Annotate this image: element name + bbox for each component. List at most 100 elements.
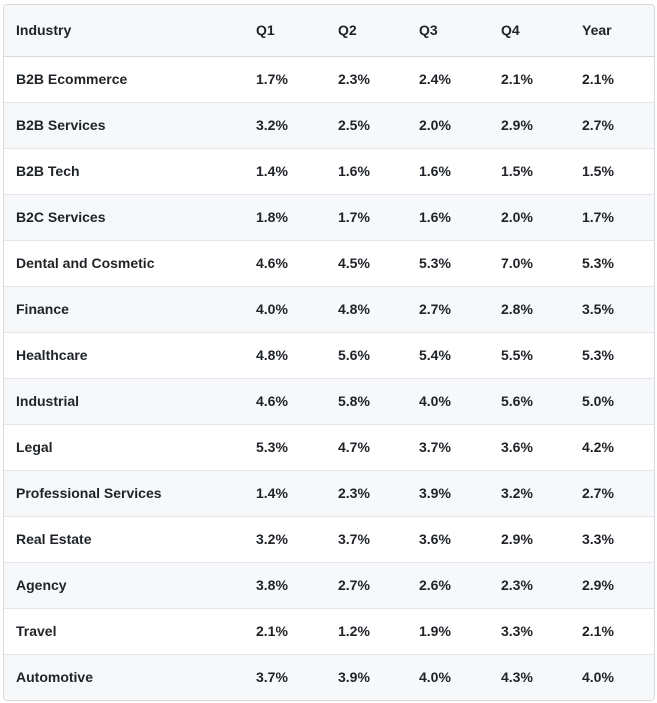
q2-cell: 4.5% (326, 239, 407, 286)
q3-cell: 2.4% (419, 71, 451, 87)
q4-cell: 1.5% (489, 147, 570, 194)
column-header-q4: Q4 (489, 5, 570, 57)
q3-cell: 2.7% (407, 285, 489, 332)
table-row: B2C Services 1.8% 1.7% 1.6% 2.0% 1.7% (4, 193, 654, 240)
table-row: B2B Services 3.2% 2.5% 2.0% 2.9% 2.7% (4, 101, 654, 148)
q2-cell: 4.8% (326, 285, 407, 332)
q3-cell: 3.9% (407, 469, 489, 516)
year-cell: 2.9% (570, 561, 654, 608)
table-row: Travel 2.1% 1.2% 1.9% 3.3% 2.1% (4, 607, 654, 654)
year-cell: 2.7% (570, 101, 654, 148)
year-cell: 2.1% (570, 607, 654, 654)
industry-rates-table-container: Industry Q1 Q2 Q3 Q4 Year B2B Ecommerce … (3, 4, 655, 701)
q4-cell: 3.3% (489, 607, 570, 654)
industry-cell: Finance (4, 285, 244, 332)
column-header-q1: Q1 (244, 5, 326, 57)
q1-cell: 1.4% (244, 147, 326, 194)
q4-cell: 2.9% (489, 101, 570, 148)
industry-cell: Dental and Cosmetic (4, 239, 244, 286)
industry-cell: B2B Services (4, 101, 244, 148)
table-row: Finance 4.0% 4.8% 2.7% 2.8% 3.5% (4, 285, 654, 332)
q1-cell: 3.2% (244, 101, 326, 148)
table-row: Healthcare 4.8% 5.6% 5.4% 5.5% 5.3% (4, 331, 654, 378)
year-cell: 2.1% (582, 71, 614, 87)
q2-cell: 2.3% (338, 71, 370, 87)
column-header-q2: Q2 (326, 5, 407, 57)
table-row: Automotive 3.7% 3.9% 4.0% 4.3% 4.0% (4, 653, 654, 700)
q3-cell: 2.0% (407, 101, 489, 148)
industry-cell: Agency (4, 561, 244, 608)
q1-cell: 3.7% (244, 653, 326, 700)
q3-cell: 3.7% (407, 423, 489, 470)
year-cell: 1.5% (570, 147, 654, 194)
table-row: Real Estate 3.2% 3.7% 3.6% 2.9% 3.3% (4, 515, 654, 562)
q3-cell: 1.6% (407, 147, 489, 194)
q2-cell: 4.7% (326, 423, 407, 470)
q1-cell: 4.6% (244, 239, 326, 286)
year-cell: 5.3% (570, 239, 654, 286)
q2-cell: 1.2% (326, 607, 407, 654)
column-header-year: Year (570, 5, 654, 57)
industry-cell: B2B Ecommerce (16, 71, 128, 87)
q1-cell: 1.8% (244, 193, 326, 240)
industry-cell: B2C Services (4, 193, 244, 240)
industry-cell: B2B Tech (4, 147, 244, 194)
year-cell: 4.0% (570, 653, 654, 700)
q1-cell: 3.2% (244, 515, 326, 562)
q1-cell: 5.3% (244, 423, 326, 470)
q2-cell: 1.6% (326, 147, 407, 194)
industry-cell: Healthcare (4, 331, 244, 378)
q4-cell: 7.0% (489, 239, 570, 286)
table-row: B2B Ecommerce 1.7% 2.3% 2.4% 2.1% 2.1% (4, 56, 654, 102)
q4-cell: 2.9% (489, 515, 570, 562)
table-row: Dental and Cosmetic 4.6% 4.5% 5.3% 7.0% … (4, 239, 654, 286)
q1-cell: 1.4% (244, 469, 326, 516)
q4-cell: 4.3% (489, 653, 570, 700)
year-cell: 1.7% (570, 193, 654, 240)
industry-cell: Real Estate (4, 515, 244, 562)
year-cell: 5.0% (570, 377, 654, 424)
q4-cell: 3.6% (489, 423, 570, 470)
q1-cell: 4.0% (244, 285, 326, 332)
q4-cell: 2.8% (489, 285, 570, 332)
q3-cell: 5.3% (407, 239, 489, 286)
q4-cell: 5.6% (489, 377, 570, 424)
q3-cell: 4.0% (407, 377, 489, 424)
q2-cell: 3.7% (326, 515, 407, 562)
q4-cell: 2.3% (489, 561, 570, 608)
table-row: Legal 5.3% 4.7% 3.7% 3.6% 4.2% (4, 423, 654, 470)
table-row: B2B Tech 1.4% 1.6% 1.6% 1.5% 1.5% (4, 147, 654, 194)
industry-cell: Legal (4, 423, 244, 470)
year-cell: 2.7% (570, 469, 654, 516)
q2-cell: 1.7% (326, 193, 407, 240)
industry-cell: Industrial (4, 377, 244, 424)
column-header-q3: Q3 (407, 5, 489, 57)
q4-cell: 3.2% (489, 469, 570, 516)
industry-rates-table: Industry Q1 Q2 Q3 Q4 Year B2B Ecommerce … (4, 5, 654, 700)
q4-cell: 5.5% (489, 331, 570, 378)
q2-cell: 5.8% (326, 377, 407, 424)
q4-cell: 2.0% (489, 193, 570, 240)
q2-cell: 2.5% (326, 101, 407, 148)
year-cell: 3.3% (570, 515, 654, 562)
industry-cell: Automotive (4, 653, 244, 700)
q3-cell: 1.6% (407, 193, 489, 240)
q3-cell: 2.6% (407, 561, 489, 608)
q1-cell: 2.1% (244, 607, 326, 654)
q2-cell: 2.3% (326, 469, 407, 516)
q2-cell: 2.7% (326, 561, 407, 608)
q3-cell: 4.0% (407, 653, 489, 700)
year-cell: 5.3% (570, 331, 654, 378)
q3-cell: 5.4% (407, 331, 489, 378)
q1-cell: 4.6% (244, 377, 326, 424)
q1-cell: 3.8% (244, 561, 326, 608)
q2-cell: 5.6% (326, 331, 407, 378)
table-row: Industrial 4.6% 5.8% 4.0% 5.6% 5.0% (4, 377, 654, 424)
q1-cell: 1.7% (256, 71, 288, 87)
q2-cell: 3.9% (326, 653, 407, 700)
table-header-row: Industry Q1 Q2 Q3 Q4 Year (4, 5, 654, 57)
table-row: Agency 3.8% 2.7% 2.6% 2.3% 2.9% (4, 561, 654, 608)
q3-cell: 1.9% (407, 607, 489, 654)
q1-cell: 4.8% (244, 331, 326, 378)
year-cell: 3.5% (570, 285, 654, 332)
